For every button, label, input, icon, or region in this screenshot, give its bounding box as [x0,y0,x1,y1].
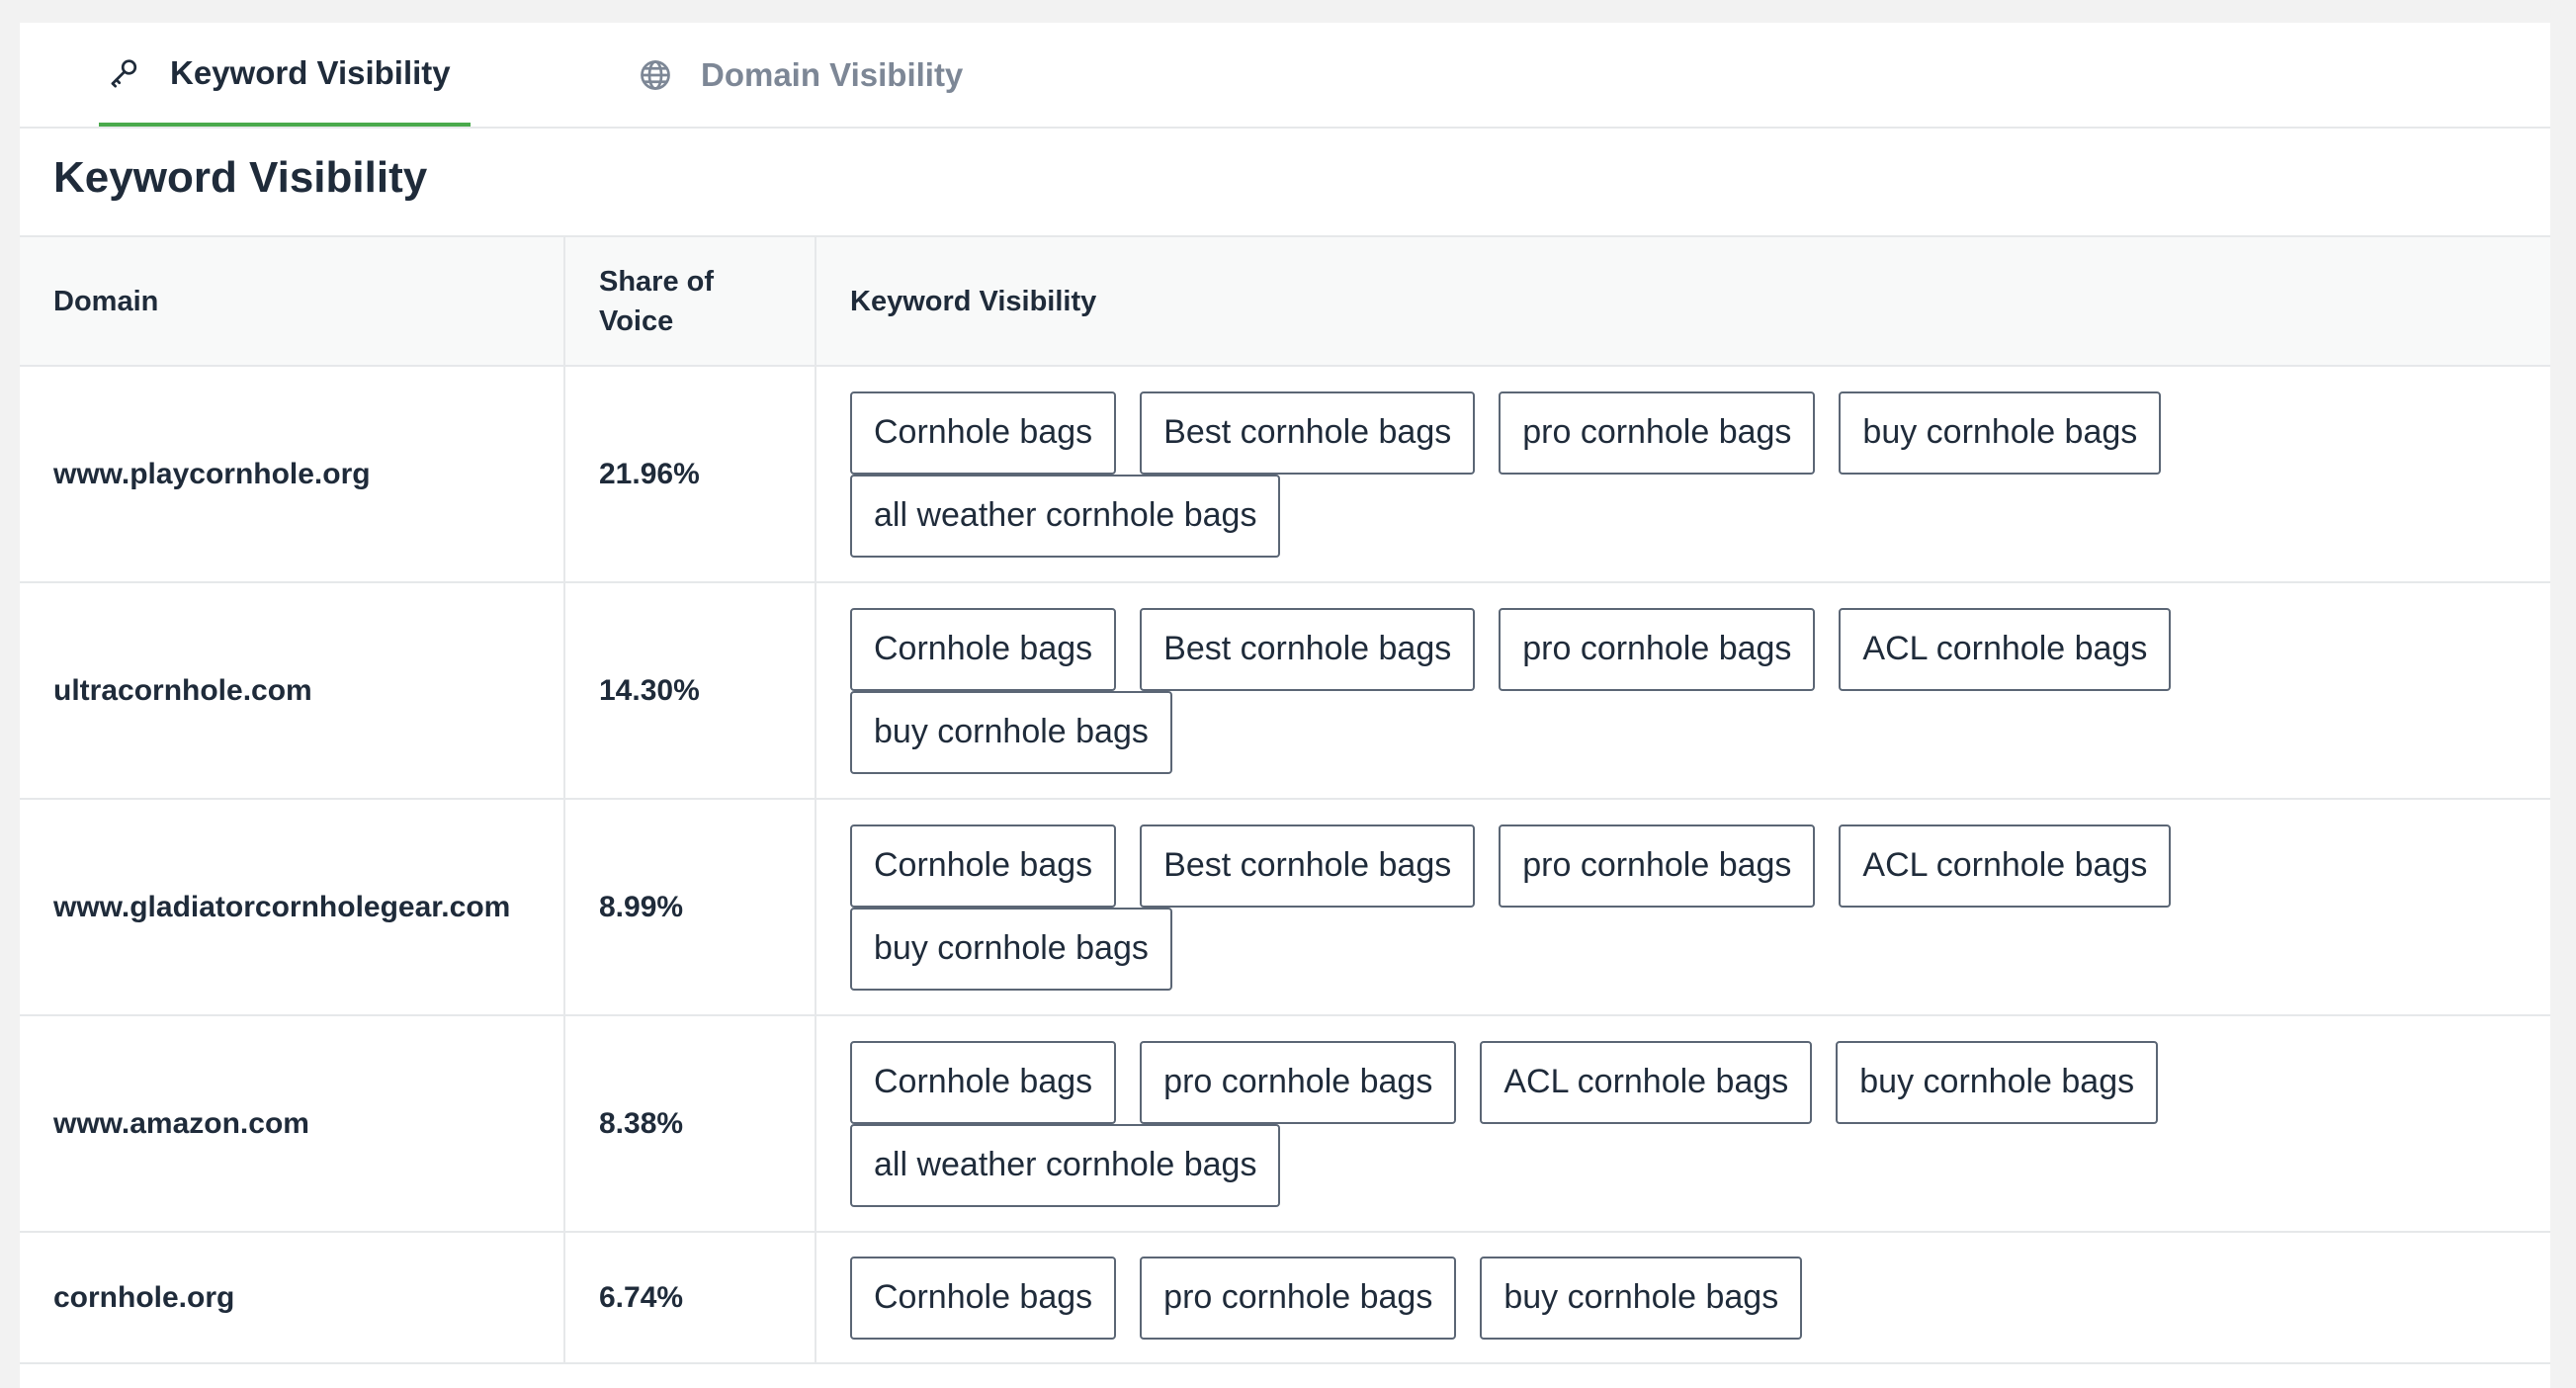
keyword-chip[interactable]: pro cornhole bags [1499,824,1816,908]
tab-bar: Keyword Visibility Domain Visibility [20,23,2550,129]
keyword-chip[interactable]: ACL cornhole bags [1839,607,2172,691]
keyword-chip[interactable]: Best cornhole bags [1140,390,1476,475]
domain-cell: www.playcornhole.org [20,367,565,581]
keyword-chip[interactable]: Best cornhole bags [1140,607,1476,691]
keyword-chip[interactable]: buy cornhole bags [1839,390,2162,475]
header-domain: Domain [20,237,565,365]
key-icon [107,55,142,91]
keyword-chip[interactable]: Best cornhole bags [1140,824,1476,908]
table-row: cornhole.org 6.74% Cornhole bags pro cornho… [20,1233,2550,1364]
domain-cell: www.amazon.com [20,1016,565,1231]
table-header: Domain Share of Voice Keyword Visibility [20,237,2550,367]
keyword-chip[interactable]: buy cornhole bags [850,907,1172,991]
keyword-chip[interactable]: all weather cornhole bags [850,474,1281,558]
keyword-chip[interactable]: Cornhole bags [850,1040,1117,1124]
keyword-chip[interactable]: Cornhole bags [850,1256,1117,1340]
tab-domain-visibility[interactable]: Domain Visibility [630,23,1005,127]
share-of-voice-cell: 8.38% [565,1016,816,1231]
keyword-chips-cell: Cornhole bags pro cornhole bags buy cornho… [816,1233,2550,1362]
keyword-visibility-table: Domain Share of Voice Keyword Visibility… [20,235,2550,1364]
domain-cell: www.gladiatorcornholegear.com [20,800,565,1014]
keyword-chip[interactable]: all weather cornhole bags [850,1123,1281,1207]
keyword-chip[interactable]: Cornhole bags [850,390,1117,475]
keyword-chip[interactable]: ACL cornhole bags [1480,1040,1813,1124]
keyword-chip[interactable]: Cornhole bags [850,607,1117,691]
keyword-chip[interactable]: buy cornhole bags [1480,1256,1803,1340]
tab-keyword-visibility[interactable]: Keyword Visibility [99,23,471,127]
keyword-visibility-panel: Keyword Visibility Domain Visibility Key… [20,23,2550,1388]
domain-cell: cornhole.org [20,1233,565,1362]
keyword-chip[interactable]: ACL cornhole bags [1839,824,2172,908]
section-title: Keyword Visibility [53,153,428,202]
keyword-chip[interactable]: pro cornhole bags [1140,1256,1457,1340]
header-share-of-voice: Share of Voice [565,237,816,365]
keyword-chip[interactable]: Cornhole bags [850,824,1117,908]
keyword-chip[interactable]: pro cornhole bags [1140,1040,1457,1124]
tab-label: Keyword Visibility [170,53,451,91]
keyword-chips-cell: Cornhole bags Best cornhole bags pro cornh… [816,367,2550,581]
share-of-voice-cell: 21.96% [565,367,816,581]
table-row: ultracornhole.com 14.30% Cornhole bags Best… [20,583,2550,800]
globe-icon [638,57,673,93]
domain-cell: ultracornhole.com [20,583,565,798]
keyword-chips-cell: Cornhole bags Best cornhole bags pro cornh… [816,583,2550,798]
table-row: www.gladiatorcornholegear.com 8.99% Cornho… [20,800,2550,1016]
tab-label: Domain Visibility [701,55,964,93]
keyword-chip[interactable]: buy cornhole bags [850,690,1172,774]
header-keyword-visibility: Keyword Visibility [850,285,1097,317]
share-of-voice-cell: 8.99% [565,800,816,1014]
table-body: www.playcornhole.org 21.96% Cornhole bags B… [20,367,2550,1364]
table-row: www.amazon.com 8.38% Cornhole bags pro corn… [20,1016,2550,1233]
keyword-chips-cell: Cornhole bags pro cornhole bags ACL cornho… [816,1016,2550,1231]
keyword-chip[interactable]: pro cornhole bags [1499,390,1816,475]
keyword-chips-cell: Cornhole bags Best cornhole bags pro cornh… [816,800,2550,1014]
keyword-chip[interactable]: buy cornhole bags [1836,1040,2159,1124]
table-row: www.playcornhole.org 21.96% Cornhole bags B… [20,367,2550,583]
keyword-chip[interactable]: pro cornhole bags [1499,607,1816,691]
share-of-voice-cell: 14.30% [565,583,816,798]
share-of-voice-cell: 6.74% [565,1233,816,1362]
